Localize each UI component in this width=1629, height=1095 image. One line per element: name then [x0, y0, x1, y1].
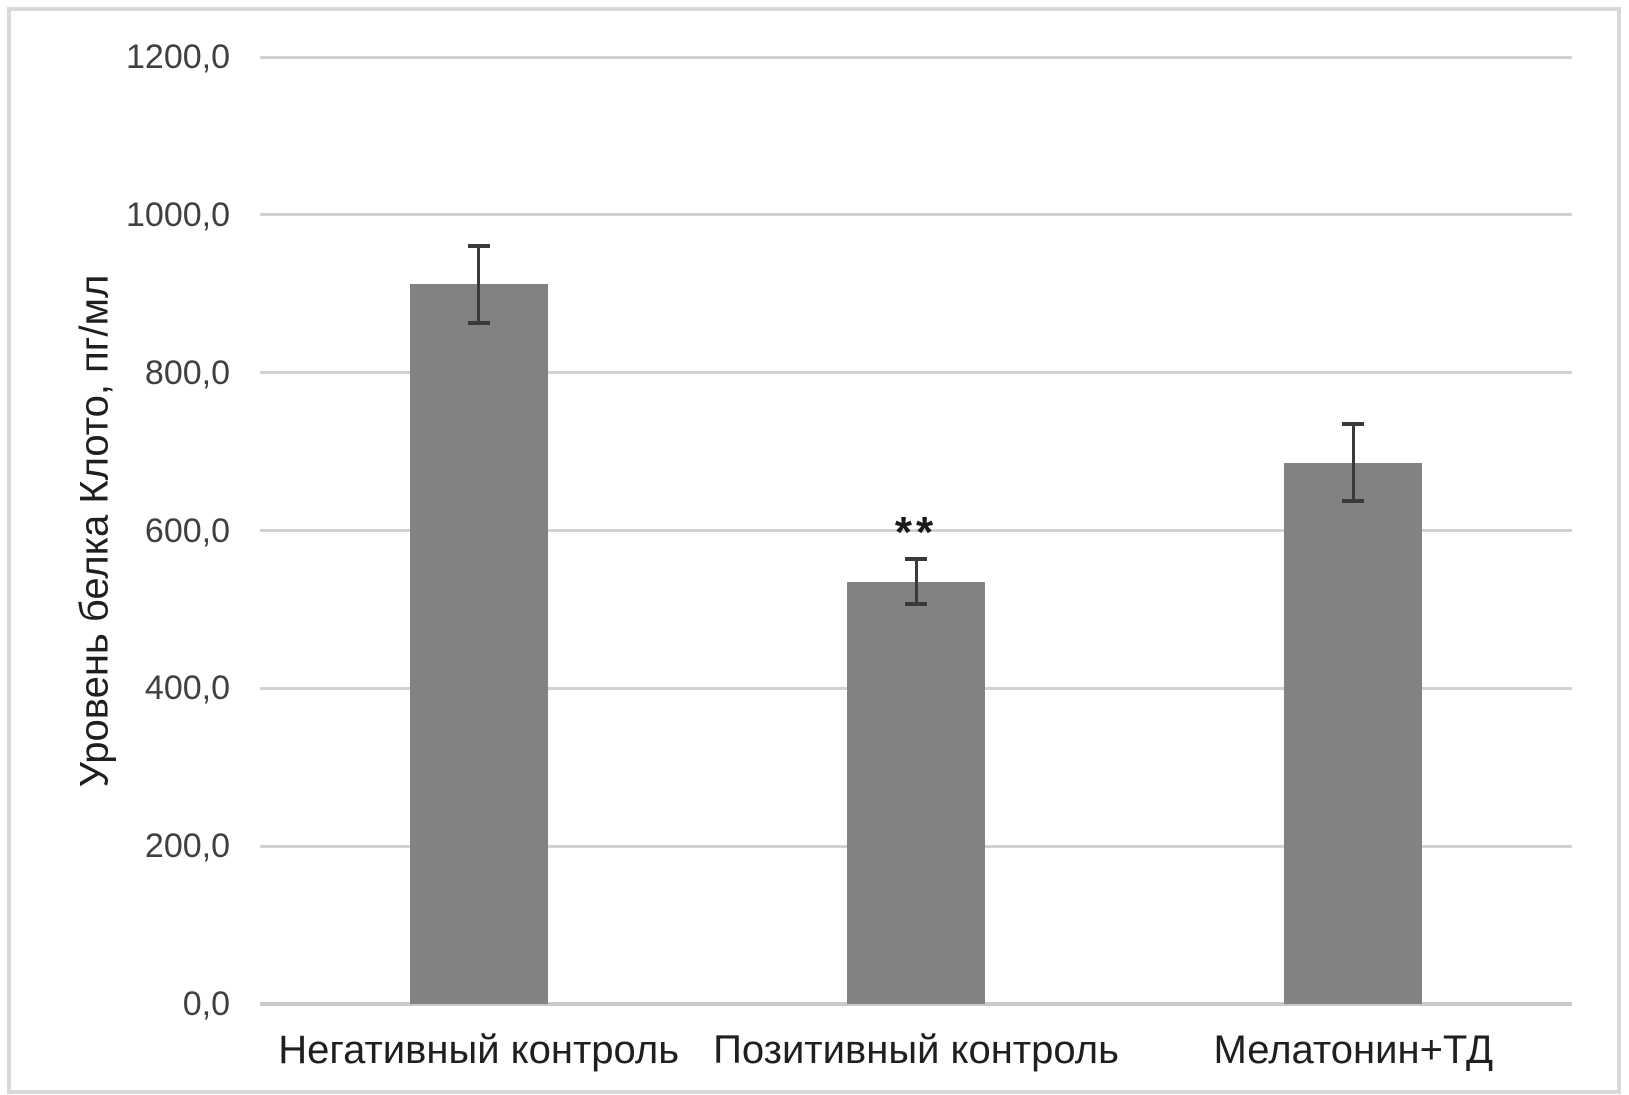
y-tick-label: 0,0: [182, 985, 230, 1023]
error-bar-cap: [467, 320, 490, 325]
error-bar-cap: [1342, 422, 1365, 427]
gridline: [260, 371, 1572, 375]
y-tick-label: 1200,0: [126, 38, 230, 76]
y-tick-label: 200,0: [144, 827, 230, 866]
error-bar-cap: [905, 602, 927, 607]
error-bar-cap: [467, 244, 490, 249]
x-category-label: Мелатонин+ТД: [1213, 1028, 1494, 1072]
bar: [847, 581, 985, 1004]
y-tick-label: 1000,0: [126, 195, 230, 234]
x-category-label: Негативный контроль: [278, 1028, 680, 1072]
bar: [409, 284, 548, 1004]
error-bar-stem: [914, 557, 918, 607]
x-category-label: Позитивный контроль: [713, 1028, 1119, 1072]
error-bar: [905, 557, 927, 607]
significance-annotation: **: [894, 508, 938, 558]
error-bar-stem: [477, 244, 481, 325]
gridline: [260, 529, 1572, 532]
y-tick-label: 800,0: [144, 353, 230, 392]
gridline: [260, 55, 1572, 59]
error-bar-cap: [905, 557, 927, 562]
error-bar: [467, 244, 490, 325]
error-bar-cap: [1342, 498, 1365, 503]
gridline: [260, 213, 1572, 217]
y-tick-label: 400,0: [144, 669, 230, 708]
x-axis-line: [260, 1002, 1572, 1006]
y-tick-label: 600,0: [144, 511, 230, 550]
error-bar: [1342, 422, 1365, 503]
bar: [1284, 462, 1423, 1004]
error-bar-stem: [1351, 422, 1355, 503]
